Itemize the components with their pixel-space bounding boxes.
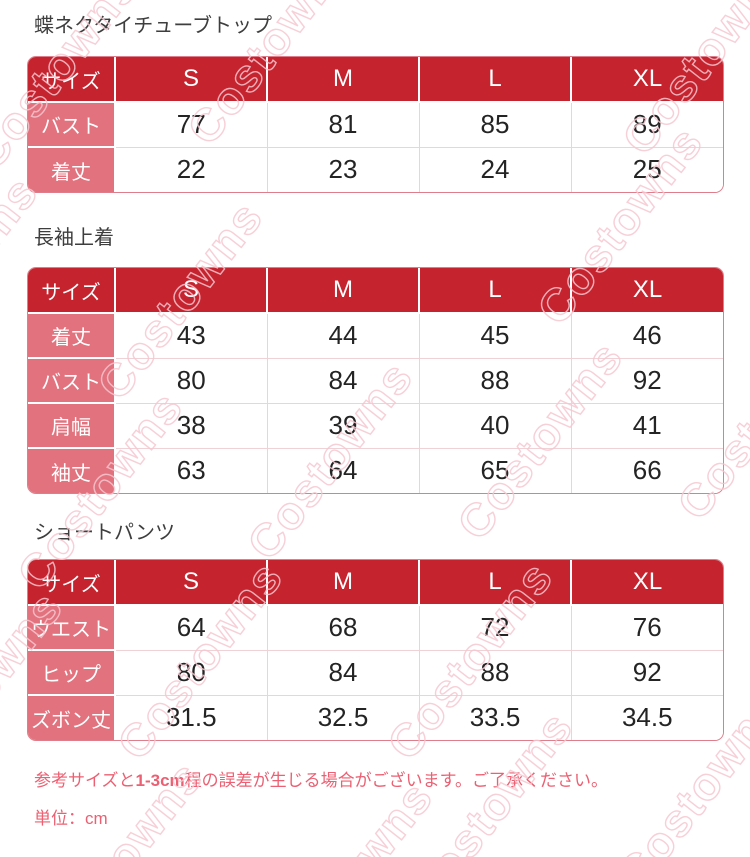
value-cell: 84 [266,649,419,695]
row-label-cell: バスト [28,357,116,403]
value-cell: 80 [114,649,267,695]
value-cell: 41 [570,402,723,448]
value-cell: 38 [114,402,267,448]
col-header-xl: XL [570,560,723,606]
table-row: バスト 77 81 85 89 [28,101,723,147]
value-cell: 32.5 [266,694,419,740]
tolerance-note-prefix: 参考サイズと [34,771,136,790]
value-cell: 77 [114,101,267,147]
value-cell: 65 [418,447,571,493]
row-label-cell: 袖丈 [28,447,116,493]
value-cell: 63 [114,447,267,493]
col-header-m: M [266,560,419,606]
col-header-s: S [114,560,267,606]
value-cell: 46 [570,312,723,358]
value-cell: 23 [266,146,419,192]
value-cell: 24 [418,146,571,192]
table-header-row: サイズ S M L XL [28,57,723,103]
table-row: 袖丈 63 64 65 66 [28,447,723,493]
table-row: 着丈 22 23 24 25 [28,146,723,192]
value-cell: 88 [418,357,571,403]
size-header-cell: サイズ [28,268,115,314]
unit-note: 単位：cm [34,809,108,828]
value-cell: 40 [418,402,571,448]
value-cell: 33.5 [418,694,571,740]
tolerance-note: 参考サイズと1-3cm程の誤差が生じる場合がございます。ご了承ください。 [34,769,750,793]
value-cell: 76 [570,604,723,650]
tolerance-note-highlight: 1-3cm [135,771,185,790]
value-cell: 88 [418,649,571,695]
value-cell: 66 [570,447,723,493]
col-header-l: L [418,57,571,103]
row-label-cell: 着丈 [28,312,116,358]
col-header-l: L [418,268,571,314]
size-table-jacket: サイズ S M L XL 着丈 43 44 45 46 バスト 80 84 [27,267,724,494]
table-row: ズボン丈 31.5 32.5 33.5 34.5 [28,694,723,740]
col-header-m: M [266,57,419,103]
value-cell: 25 [570,146,723,192]
col-header-s: S [114,268,267,314]
col-header-m: M [266,268,419,314]
col-header-xl: XL [570,268,723,314]
table-row: 着丈 43 44 45 46 [28,312,723,358]
table-row: バスト 80 84 88 92 [28,357,723,403]
col-header-xl: XL [570,57,723,103]
value-cell: 85 [418,101,571,147]
table-row: ウエスト 64 68 72 76 [28,604,723,650]
tolerance-note-suffix: 程の誤差が生じる場合がございます。ご了承ください。 [184,771,608,790]
size-table-tube-top: サイズ S M L XL バスト 77 81 85 89 着丈 22 23 [27,56,724,193]
size-header-cell: サイズ [28,57,115,103]
value-cell: 80 [114,357,267,403]
section-title-jacket: 長袖上着 [34,227,114,249]
value-cell: 81 [266,101,419,147]
size-table-shorts: サイズ S M L XL ウエスト 64 68 72 76 ヒップ 80 84 [27,559,724,741]
row-label-cell: ウエスト [28,604,116,650]
value-cell: 68 [266,604,419,650]
value-cell: 31.5 [114,694,267,740]
size-chart-content: 蝶ネクタイチューブトップ サイズ S M L XL バスト 77 81 85 8… [27,15,750,828]
value-cell: 44 [266,312,419,358]
value-cell: 72 [418,604,571,650]
value-cell: 22 [114,146,267,192]
row-label-cell: ズボン丈 [28,694,116,740]
value-cell: 43 [114,312,267,358]
table-row: 肩幅 38 39 40 41 [28,402,723,448]
value-cell: 64 [114,604,267,650]
value-cell: 34.5 [570,694,723,740]
table-header-row: サイズ S M L XL [28,268,723,314]
table-header-row: サイズ S M L XL [28,560,723,606]
table-row: ヒップ 80 84 88 92 [28,649,723,695]
row-label-cell: 着丈 [28,146,116,192]
section-title-shorts: ショートパンツ [34,522,175,544]
value-cell: 89 [570,101,723,147]
row-label-cell: ヒップ [28,649,116,695]
value-cell: 45 [418,312,571,358]
col-header-l: L [418,560,571,606]
row-label-cell: 肩幅 [28,402,116,448]
section-title-tube-top: 蝶ネクタイチューブトップ [34,15,272,37]
size-header-cell: サイズ [28,560,115,606]
col-header-s: S [114,57,267,103]
value-cell: 64 [266,447,419,493]
row-label-cell: バスト [28,101,116,147]
value-cell: 84 [266,357,419,403]
value-cell: 92 [570,649,723,695]
value-cell: 92 [570,357,723,403]
value-cell: 39 [266,402,419,448]
